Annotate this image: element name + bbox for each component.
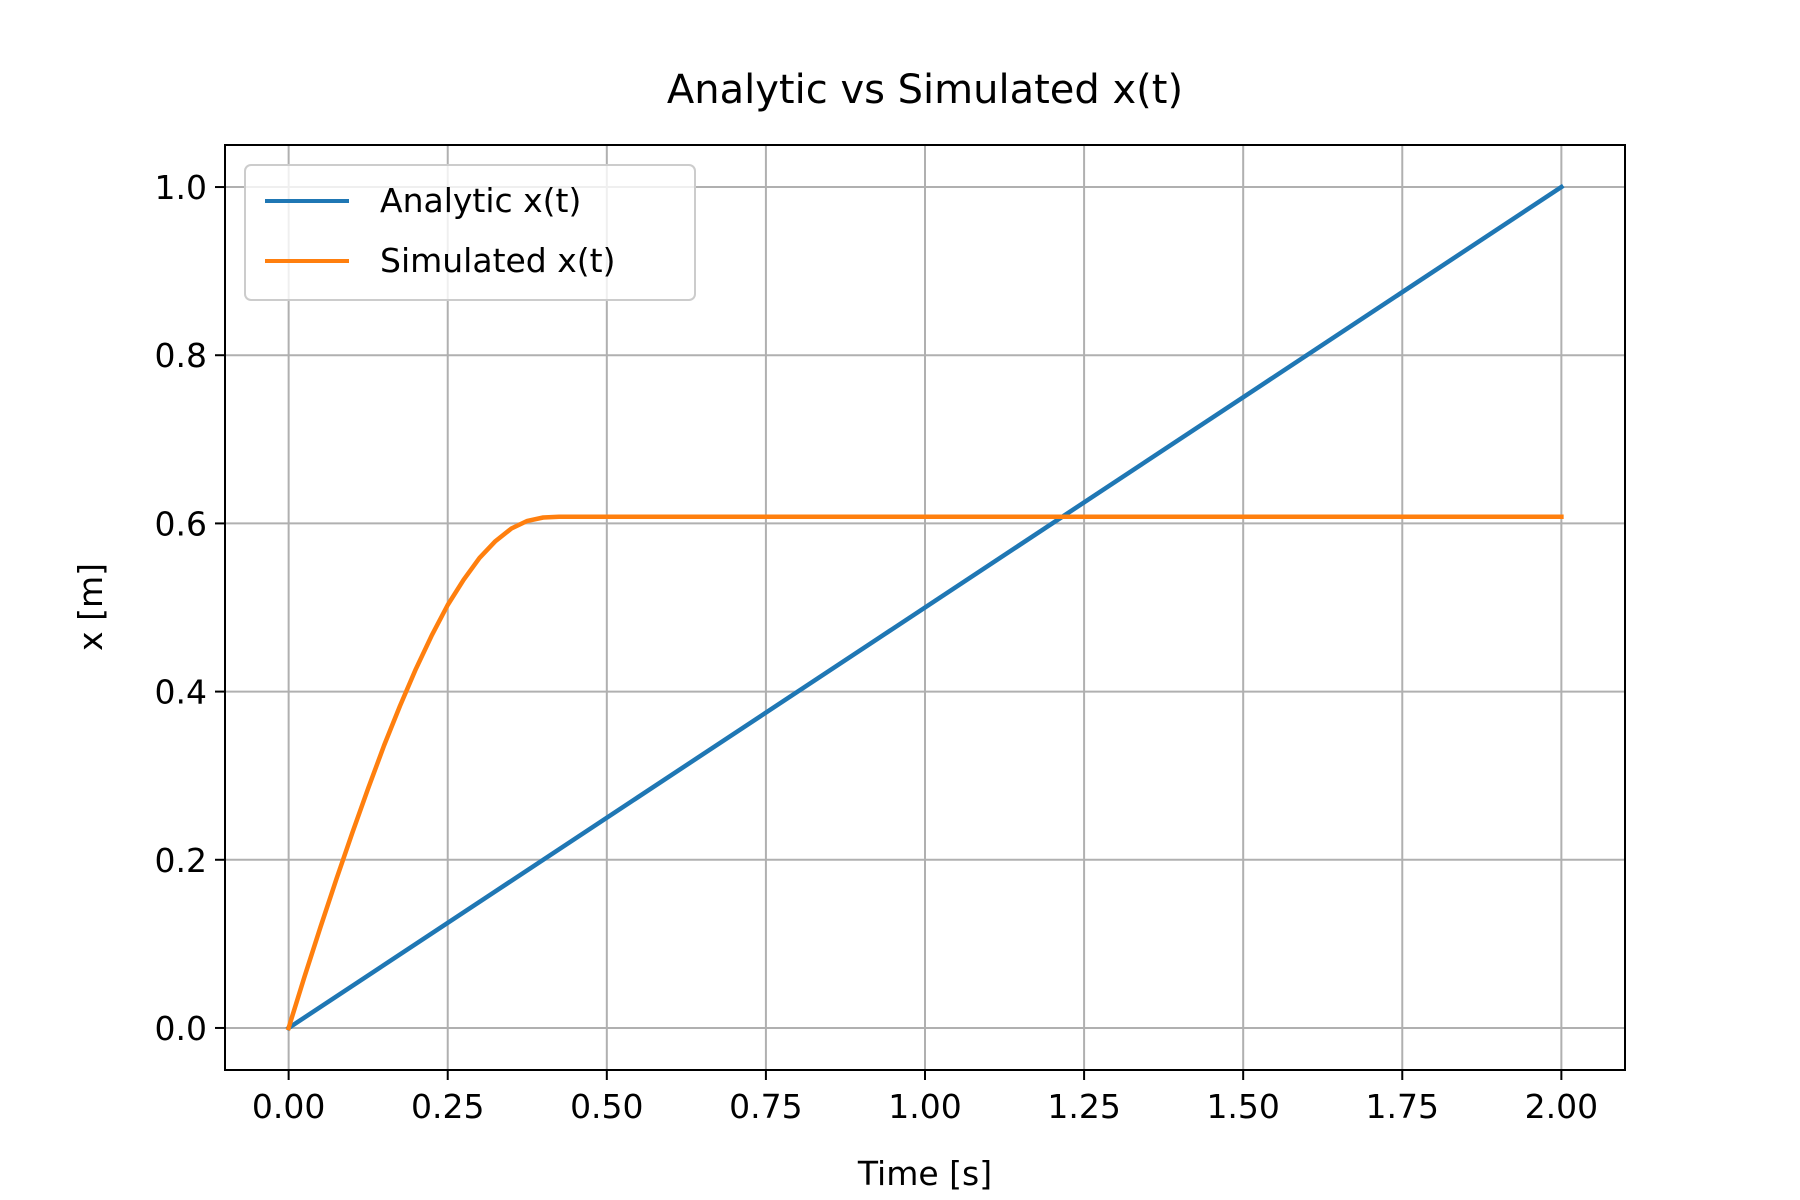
series-line-simulated xyxy=(285,514,1564,1031)
x-tick-label: 0.75 xyxy=(729,1087,802,1126)
legend-label-analytic: Analytic x(t) xyxy=(380,181,581,220)
legend-label-simulated: Simulated x(t) xyxy=(380,241,615,280)
x-axis-label: Time [s] xyxy=(857,1154,992,1193)
y-tick-label: 0.8 xyxy=(155,336,207,375)
x-tick-label: 0.00 xyxy=(252,1087,325,1126)
y-tick-label: 0.2 xyxy=(155,841,207,880)
y-tick-label: 0.4 xyxy=(155,673,207,712)
y-tick-label: 1.0 xyxy=(155,168,207,207)
x-tick-label: 2.00 xyxy=(1525,1087,1598,1126)
y-axis-label: x [m] xyxy=(71,563,110,651)
y-tick-label: 0.6 xyxy=(155,504,207,543)
x-axis-ticks: 0.00 0.25 0.50 0.75 1.00 1.25 1.50 1.75 2.00 xyxy=(252,1070,1598,1126)
x-tick-label: 1.00 xyxy=(888,1087,961,1126)
x-tick-label: 1.25 xyxy=(1047,1087,1120,1126)
y-axis-ticks: 0.0 0.2 0.4 0.6 0.8 1.0 xyxy=(155,168,225,1048)
grid xyxy=(225,145,1625,1070)
x-tick-label: 0.50 xyxy=(570,1087,643,1126)
x-tick-label: 1.75 xyxy=(1366,1087,1439,1126)
legend: Analytic x(t) Simulated x(t) xyxy=(244,164,696,301)
y-tick-label: 0.0 xyxy=(155,1009,207,1048)
legend-box xyxy=(244,164,696,301)
x-tick-label: 1.50 xyxy=(1206,1087,1279,1126)
series-line-analytic xyxy=(285,183,1565,1032)
series-lines xyxy=(285,183,1565,1032)
chart-title: Analytic vs Simulated x(t) xyxy=(667,67,1183,113)
x-tick-label: 0.25 xyxy=(411,1087,484,1126)
